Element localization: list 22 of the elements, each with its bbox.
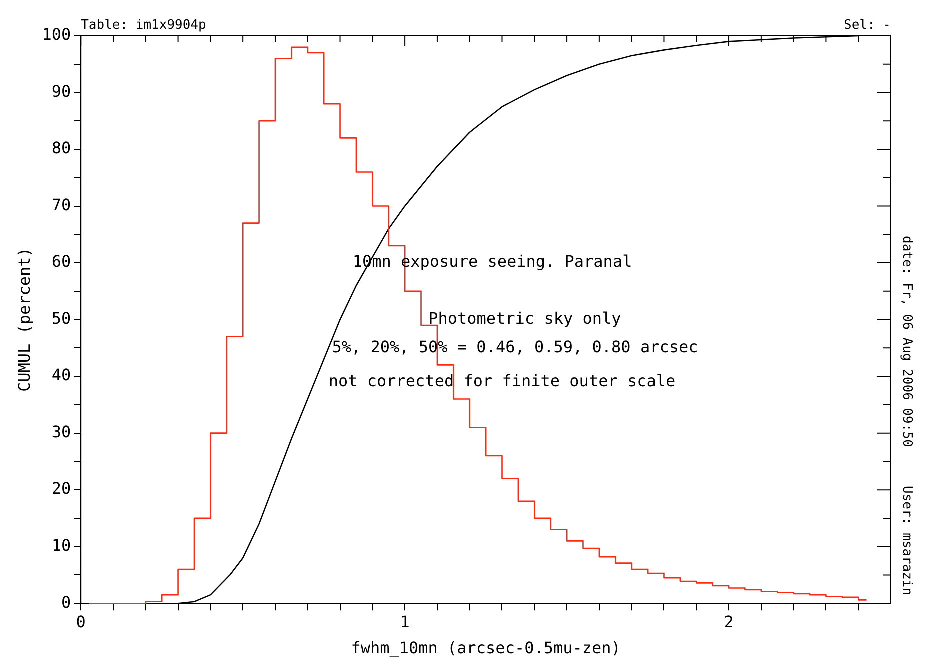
text: Table: im1x9904p xyxy=(81,18,206,33)
annotation: Photometric sky only xyxy=(428,308,622,328)
text: date: Fr, 06 Aug 2006 09:50 xyxy=(900,236,915,448)
y-tick-label: 70 xyxy=(52,195,72,214)
y-tick-label: 20 xyxy=(52,479,72,498)
text: User: msarazin xyxy=(900,486,915,596)
y-tick-label: 90 xyxy=(52,82,72,101)
y-tick-label: 50 xyxy=(52,308,72,328)
y-tick-label: 0 xyxy=(61,592,72,612)
y-tick-label: 30 xyxy=(52,422,72,442)
y-tick-label: 60 xyxy=(52,252,72,272)
text: Sel: - xyxy=(844,18,891,33)
y-axis-title: CUMUL (percent) xyxy=(14,248,34,392)
annotation: not corrected for finite outer scale xyxy=(328,371,676,390)
y-tick-label: 80 xyxy=(52,138,72,158)
y-tick-label: 10 xyxy=(52,536,72,555)
y-tick-label: 40 xyxy=(52,366,72,385)
x-tick-label: 1 xyxy=(400,612,410,632)
x-axis-title: fwhm_10mn (arcsec-0.5mu-zen) xyxy=(351,638,621,658)
x-tick-label: 0 xyxy=(76,612,86,632)
x-tick-label: 2 xyxy=(724,612,734,632)
y-tick-label: 100 xyxy=(42,25,72,44)
